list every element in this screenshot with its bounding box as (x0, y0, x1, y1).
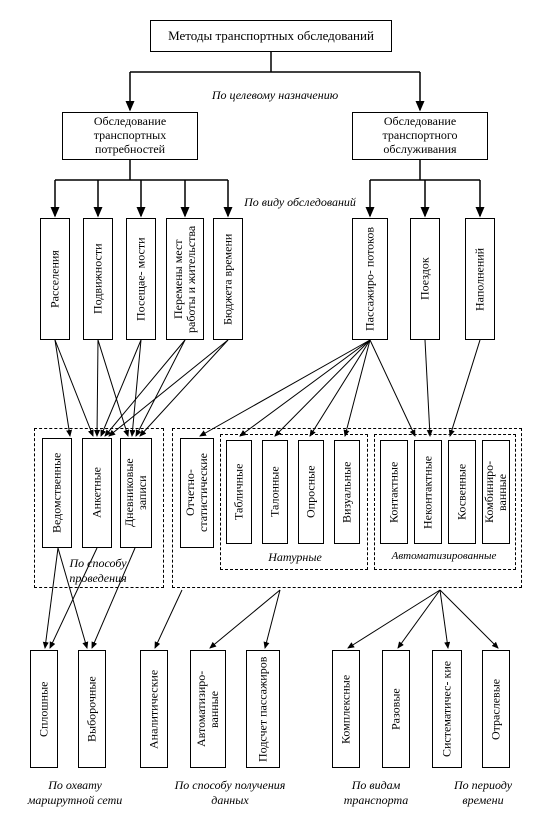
label-survey-type: По виду обследований (220, 195, 380, 210)
label-transport: По видам транспорта (326, 778, 426, 808)
label-auto: Автоматизированные (374, 550, 514, 562)
b-4: Подсчет пассажиров (246, 650, 280, 768)
label-purpose: По целевому назначению (190, 88, 360, 103)
label-method: По способу проведения (48, 556, 148, 586)
label-period: По периоду времени (438, 778, 528, 808)
l3l-2: Посещае- мости (126, 218, 156, 340)
l3l-3: Перемены мест работы и жительства (166, 218, 204, 340)
title-box: Методы транспортных обследований (150, 20, 392, 52)
b-7: Систематичес- кие (432, 650, 462, 768)
ga-3: Комбиниро- ванные (482, 440, 510, 544)
label-route: По охвату маршрутной сети (20, 778, 130, 808)
gn-0: Отчетно- статистические (180, 438, 214, 548)
gm-0: Ведомственные (42, 438, 72, 548)
l3l-0: Расселения (40, 218, 70, 340)
l3r-2: Наполнений (465, 218, 495, 340)
l3r-0: Пассажиро- потоков (352, 218, 388, 340)
l3l-4: Бюджета времени (213, 218, 243, 340)
b-0: Сплошные (30, 650, 58, 768)
gm-2: Дневниковые записи (120, 438, 152, 548)
label-natural: Натурные (250, 550, 340, 565)
b-3: Автоматизиро- ванные (190, 650, 226, 768)
b-8: Отраслевые (482, 650, 510, 768)
ga-1: Неконтактные (414, 440, 442, 544)
ga-2: Косвенные (448, 440, 476, 544)
gn-2: Талонные (262, 440, 288, 544)
title-text: Методы транспортных обследований (168, 29, 374, 44)
b-5: Комплексные (332, 650, 360, 768)
b-1: Выборочные (78, 650, 106, 768)
b-6: Разовые (382, 650, 410, 768)
ga-0: Контактные (380, 440, 408, 544)
l2-service: Обследование транспортного обслуживания (352, 112, 488, 160)
l3l-1: Подвижности (83, 218, 113, 340)
gn-3: Опросные (298, 440, 324, 544)
l3r-1: Поездок (410, 218, 440, 340)
gm-1: Анкетные (82, 438, 112, 548)
gn-1: Табличные (226, 440, 252, 544)
l2-needs: Обследование транспортных потребностей (62, 112, 198, 160)
label-data: По способу получения данных (170, 778, 290, 808)
b-2: Аналитические (140, 650, 168, 768)
gn-4: Визуальные (334, 440, 360, 544)
